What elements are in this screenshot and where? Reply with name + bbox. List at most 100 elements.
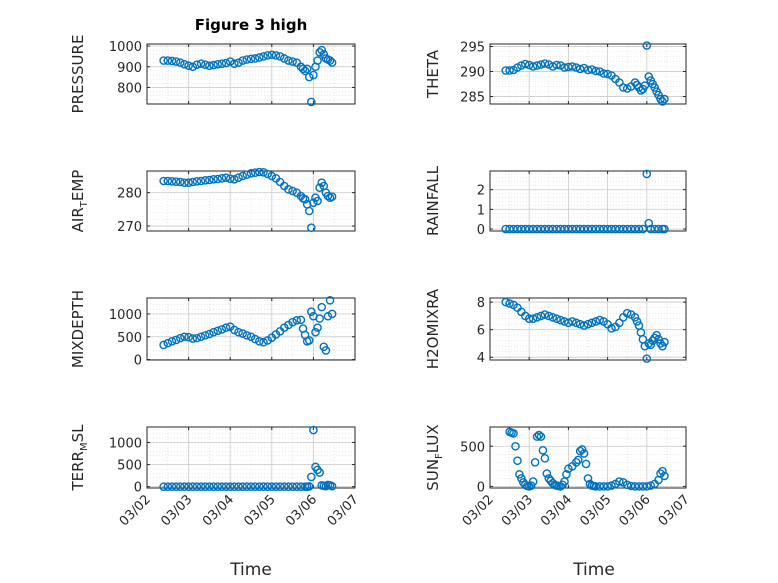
- data-point: [548, 62, 558, 71]
- data-point: [225, 57, 235, 66]
- data-point: [642, 41, 652, 50]
- data-point: [159, 482, 168, 491]
- data-point: [552, 60, 561, 70]
- y-tick-label: 1: [477, 203, 485, 218]
- y-axis-label: RAINFALL: [424, 165, 442, 236]
- data-point: [603, 69, 612, 79]
- data-point: [520, 59, 530, 69]
- data-point: [180, 332, 189, 342]
- data-point: [307, 97, 316, 107]
- y-tick-label: 500: [117, 459, 142, 474]
- x-tick-label: 03/03: [499, 492, 536, 529]
- data-point: [200, 176, 210, 185]
- data-point: [325, 295, 335, 305]
- data-point: [259, 482, 268, 491]
- data-point: [167, 482, 177, 491]
- data-point: [288, 482, 297, 491]
- data-point: [234, 327, 243, 337]
- data-point: [530, 458, 540, 467]
- data-point: [234, 173, 243, 182]
- data-point: [532, 61, 542, 70]
- data-point: [571, 458, 581, 467]
- data-point: [180, 59, 189, 69]
- data-point: [279, 482, 289, 491]
- data-point: [317, 302, 327, 312]
- data-point: [658, 97, 667, 106]
- data-point: [188, 62, 198, 72]
- data-point: [279, 54, 289, 63]
- data-point: [323, 311, 333, 321]
- data-point: [217, 482, 227, 491]
- data-point: [560, 63, 569, 72]
- data-point: [634, 224, 644, 234]
- data-point: [587, 65, 597, 74]
- data-point: [528, 314, 538, 323]
- data-point: [591, 66, 601, 76]
- axes-box: [146, 170, 356, 232]
- data-point: [196, 59, 206, 68]
- y-tick-label: 500: [117, 331, 142, 346]
- data-point: [225, 482, 235, 491]
- subplot-air-temp: 280 270 AIRTEMP: [69, 167, 356, 235]
- data-point: [296, 482, 306, 491]
- data-point: [517, 474, 526, 483]
- data-point: [321, 346, 331, 355]
- data-point: [313, 323, 322, 332]
- data-point: [658, 466, 667, 476]
- data-point: [534, 430, 544, 440]
- data-point: [192, 333, 202, 343]
- data-point: [573, 455, 583, 465]
- data-point: [528, 477, 538, 486]
- axes-box: [146, 426, 356, 489]
- x-tick-label: 03/02: [117, 492, 154, 529]
- data-point: [238, 329, 247, 338]
- data-point: [167, 56, 177, 66]
- data-point: [209, 175, 218, 184]
- data-point: [284, 56, 293, 65]
- subplot-mixdepth: 1000 500 0 MIXDEPTH: [69, 290, 356, 369]
- data-point: [542, 469, 552, 478]
- data-point: [644, 218, 654, 228]
- data-point: [587, 318, 597, 328]
- data-point: [184, 61, 193, 71]
- y-tick-label: 295: [460, 41, 485, 56]
- y-axis-label: AIRTEMP: [69, 170, 90, 233]
- data-point: [230, 175, 239, 184]
- axes-box: [489, 170, 687, 232]
- x-axis-label-left: Time: [229, 560, 272, 580]
- data-point: [300, 66, 310, 76]
- data-point: [238, 56, 247, 65]
- data-point: [654, 90, 663, 100]
- data-point: [548, 312, 558, 322]
- data-point: [603, 482, 612, 491]
- data-point: [607, 324, 616, 333]
- x-tick-label: 03/06: [283, 492, 320, 529]
- data-point: [532, 432, 542, 441]
- data-point: [196, 176, 206, 186]
- data-point: [300, 195, 310, 204]
- data-point: [505, 66, 514, 75]
- data-point: [163, 56, 173, 65]
- data-point: [540, 454, 550, 463]
- data-point: [255, 167, 264, 177]
- data-point: [200, 60, 210, 69]
- data-point: [292, 482, 302, 491]
- y-axis-label: H2OMIXRA: [424, 288, 442, 369]
- data-point: [313, 56, 322, 65]
- data-point: [230, 59, 239, 68]
- data-point: [304, 482, 314, 491]
- data-point: [622, 480, 632, 490]
- y-tick-label: 0: [477, 480, 485, 495]
- data-point: [263, 169, 272, 179]
- data-point: [213, 59, 223, 69]
- data-point: [638, 482, 648, 491]
- data-point: [221, 173, 231, 182]
- data-point: [552, 314, 561, 323]
- axes-box: [489, 297, 687, 361]
- data-point: [568, 317, 577, 326]
- data-point: [196, 482, 206, 491]
- data-point: [171, 177, 181, 186]
- data-point: [255, 337, 264, 346]
